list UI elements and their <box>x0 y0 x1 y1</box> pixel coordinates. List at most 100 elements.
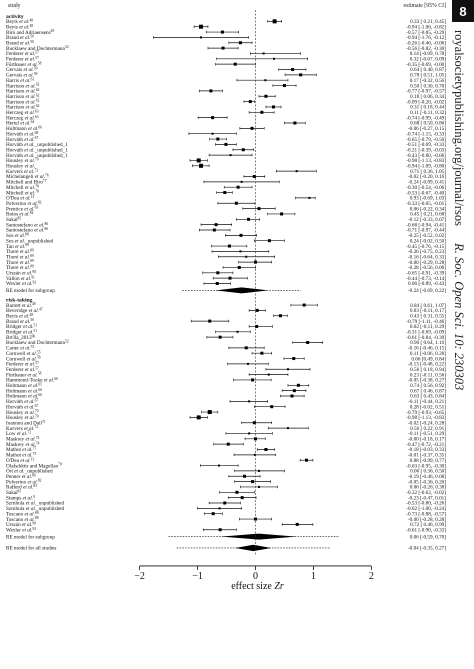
point-estimate-square <box>223 501 227 505</box>
point-estimate-square <box>221 46 225 50</box>
study-label: Mathot et al.75 <box>6 447 36 454</box>
point-estimate-square <box>247 217 251 221</box>
point-estimate-square <box>306 341 310 344</box>
point-estimate-square <box>196 415 201 420</box>
study-label: Horváth et al._unpublished_1 <box>6 147 68 153</box>
point-estimate-square <box>199 24 204 29</box>
study-label: Herczeg et al.63 <box>6 115 39 122</box>
estimate-ci-text: -0.65 [-0.79, -0.50] <box>406 137 446 143</box>
x-tick-label: −2 <box>134 571 145 582</box>
estimate-ci-text: 0.78 [ 0.51, 1.05] <box>410 73 446 79</box>
group-title: risk-taking <box>6 298 33 304</box>
study-label: Bíró and Adriaensens49 <box>6 29 54 36</box>
study-label: Santostefano et al.86 <box>6 221 48 228</box>
point-estimate-square <box>262 52 265 55</box>
study-label: Horváth et al._unpublished_1 <box>6 142 68 148</box>
estimate-ci-text: -0.09 [-0.20, -0.02] <box>406 99 446 105</box>
estimate-ci-text: -0.31 [-0.69, -0.09] <box>406 330 446 336</box>
point-estimate-square <box>252 175 256 178</box>
estimate-ci-text: -0.00 [-0.29, 0.28] <box>408 260 446 266</box>
study-label: Stamps et al.9 <box>6 495 35 502</box>
point-estimate-square <box>291 68 295 71</box>
estimate-ci-text: -0.11 [-0.44, 0.21] <box>408 399 446 405</box>
point-estimate-square <box>251 378 255 382</box>
point-estimate-square <box>217 464 220 467</box>
study-label: Beyts et al.48 <box>6 24 33 31</box>
study-label: Horváth et al.68 <box>6 131 38 138</box>
study-label: Maskrey et al.74 <box>6 441 40 448</box>
estimate-ci-text: -0.26 [-0.46, -0.06] <box>406 40 446 46</box>
point-estimate-square <box>196 158 201 163</box>
point-estimate-square <box>253 453 256 456</box>
point-estimate-square <box>226 442 230 446</box>
estimate-ci-text: 0.06 [ 0.36, 0.50] <box>410 469 446 475</box>
x-axis-label: effect size Zr <box>231 581 284 592</box>
point-estimate-square <box>273 57 276 60</box>
point-estimate-square <box>248 100 252 104</box>
study-label: Bridger et al.51 <box>6 324 37 331</box>
estimate-ci-text: -0.63 [-0.95, -0.30] <box>406 463 446 469</box>
study-label: Urszán et al.90 <box>6 270 36 277</box>
point-estimate-square <box>252 421 256 425</box>
point-estimate-square <box>234 201 238 205</box>
estimate-ci-text: -0.16 [-0.64, 0.33] <box>408 254 446 260</box>
study-label: Sos et al._unpublished <box>6 238 54 244</box>
estimate-ci-text: -0.32 [-0.62, -0.02] <box>406 490 446 496</box>
estimate-ci-text: 0.06 [-0.59, 0.70] <box>410 534 447 540</box>
study-label: Housley et al.70 <box>6 158 39 165</box>
study-label: Barrett et al.40 <box>6 302 36 309</box>
study-label: Mitchell and Biro77 <box>6 179 47 186</box>
estimate-ci-text: -0.68 [-0.94, -0.41] <box>406 222 446 228</box>
estimate-ci-text: 0.31 [ 0.18, 0.44] <box>410 105 446 111</box>
estimate-ci-text: 0.06 [-0.22, 0.34] <box>410 206 447 212</box>
overall-diamond <box>235 544 272 552</box>
estimate-ci-text: 0.72 [ 0.46, 0.99] <box>410 522 446 528</box>
estimate-ci-text: 0.06 [-0.26, 0.38] <box>410 485 447 491</box>
estimate-ci-text: -0.79 [-0.93, -0.65] <box>406 410 446 416</box>
point-estimate-square <box>239 233 243 237</box>
estimate-ci-text: -0.61 [-0.84, -0.39] <box>406 335 446 341</box>
journal-url: royalsocietypublishing.org/journal/rsos <box>452 30 466 226</box>
study-label: Beyts et al.48 <box>6 18 33 25</box>
estimate-ci-text: -0.56 [-0.82, -0.30] <box>406 46 446 52</box>
study-label: Cornwell et al.56 <box>6 356 41 363</box>
estimate-ci-text: -0.13 [-0.48, 0.22] <box>408 362 446 368</box>
study-label: Housley et al. <box>6 164 35 170</box>
point-estimate-square <box>237 265 241 269</box>
point-estimate-square <box>241 148 245 152</box>
page-number-tab: 8 <box>452 0 474 22</box>
estimate-ci-text: -0.30 [-0.54, -0.06] <box>406 185 446 191</box>
estimate-ci-text: -0.53 [-0.80, -0.26] <box>406 501 446 507</box>
study-label: Harris et al.61 <box>6 77 34 84</box>
estimate-ci-text: -0.00 [-0.18, 0.17] <box>408 437 446 443</box>
estimate-ci-text: -0.04 [-0.35, 0.27] <box>408 546 446 552</box>
estimate-ci-text: 0.90 [ 0.64, 1.16] <box>410 340 446 346</box>
point-estimate-square <box>290 394 294 398</box>
estimate-ci-text: 0.71 [ 0.36, 1.05] <box>410 169 446 175</box>
estimate-ci-text: 0.88 [-0.99, 0.77] <box>410 458 447 464</box>
study-label: Wexler et al.92 <box>6 281 36 288</box>
estimate-ci-text: -0.23 [-0.47, 0.01] <box>408 495 446 501</box>
study-label: Ioannou and Dall71 <box>6 420 46 427</box>
point-estimate-square <box>264 79 267 82</box>
study-label: Cornwell et al.55 <box>6 350 41 357</box>
estimate-ci-text: -0.73 [-0.88, -0.57] <box>406 511 446 517</box>
point-estimate-square <box>223 191 227 195</box>
summary-diamond <box>221 533 297 540</box>
point-estimate-square <box>240 496 244 500</box>
study-label: Sos et al.88 <box>6 232 29 239</box>
point-estimate-square <box>209 89 213 93</box>
point-estimate-square <box>242 474 246 478</box>
study-label: Carter et al.53 <box>6 345 34 352</box>
estimate-ci-text: -0.05 [-0.38, 0.27] <box>408 378 446 384</box>
point-estimate-square <box>212 228 216 232</box>
study-label: Penner et al.80 <box>6 473 36 480</box>
study-label: Horváth et al._unpublished_1 <box>6 153 68 159</box>
estimate-ci-text: -0.24 [-0.69, 0.22] <box>408 288 446 294</box>
point-estimate-square <box>302 303 306 307</box>
study-label: Fürtbauer et al.58 <box>6 61 42 68</box>
estimate-ci-text: -0.61 [-0.90, -0.33] <box>406 527 446 533</box>
estimate-ci-text: -0.12 [-0.33, 0.07] <box>408 217 446 223</box>
estimate-ci-text: -0.24 [-0.89, 0.41] <box>408 180 446 186</box>
